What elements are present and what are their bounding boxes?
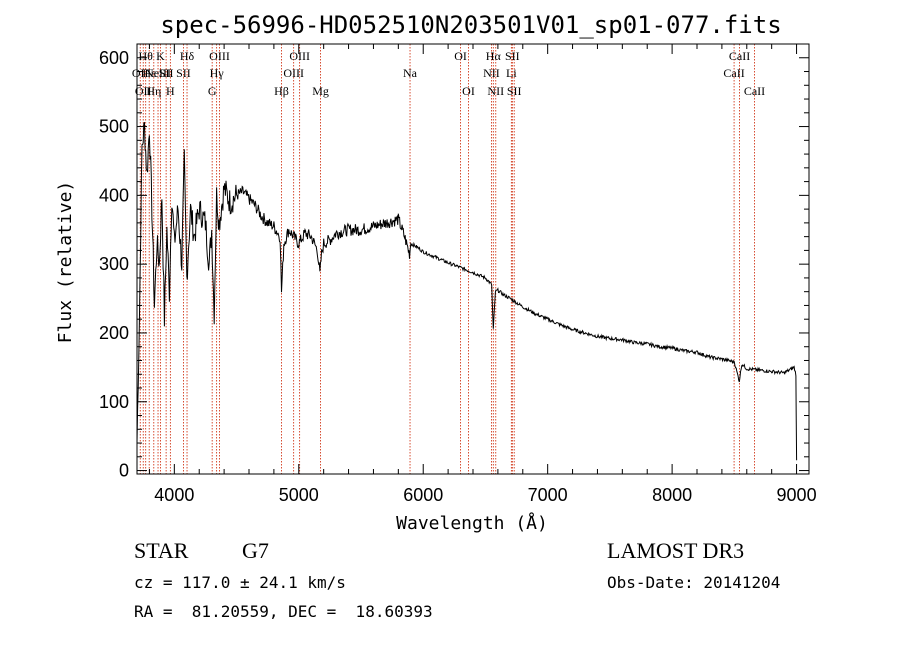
line-label: OI [462,84,475,98]
x-tick-label: 6000 [403,485,443,505]
line-label: SII [505,49,520,63]
line-labels: OIIOIIHθHεHηNeIIIKSIIHSIIHδGHγOIIIHβOIII… [132,49,765,98]
line-label: Hη [146,84,161,98]
object-subclass: G7 [242,538,269,563]
x-tick-label: 9000 [777,485,817,505]
line-label: Na [403,66,418,80]
line-label: OIII [209,49,230,63]
line-label: SII [176,66,191,80]
y-tick-label: 500 [99,117,129,137]
line-label: OIII [283,66,304,80]
axis-ticks [137,44,809,474]
line-label: NeIII [145,66,171,80]
survey-name: LAMOST DR3 [607,538,745,563]
y-tick-label: 300 [99,254,129,274]
cz-value: cz = 117.0 ± 24.1 km/s [134,573,346,592]
axis-tick-labels: 4000 5000 6000 7000 8000 9000 0 100 200 300 400 500… [99,48,817,505]
line-label: CaII [723,66,744,80]
object-class: STAR [134,538,189,563]
line-label: OII [132,66,149,80]
line-label: CaII [744,84,765,98]
line-label: Hθ [139,49,154,63]
plot-frame [136,43,810,475]
x-tick-label: 5000 [279,485,319,505]
y-axis-label: Flux (relative) [55,181,76,344]
obs-date: Obs-Date: 20141204 [607,573,781,592]
y-tick-label: 100 [99,392,129,412]
line-label: OI [454,49,467,63]
y-tick-label: 400 [99,185,129,205]
line-label: SII [159,66,174,80]
line-label: K [156,49,165,63]
line-label: Hδ [180,49,195,63]
line-label: SII [507,84,522,98]
line-label: NII [483,66,500,80]
y-tick-label: 600 [99,48,129,68]
line-label: NII [487,84,504,98]
line-markers [139,44,755,474]
x-tick-label: 7000 [528,485,568,505]
spectrum-line [136,122,798,461]
x-axis-label: Wavelength (Å) [396,512,548,534]
line-label: H [166,84,175,98]
line-label: Li [506,66,517,80]
chart-title: spec-56996-HD052510N203501V01_sp01-077.f… [160,11,781,39]
line-label: Hε [142,66,156,80]
x-tick-label: 8000 [652,485,692,505]
ra-dec: RA = 81.20559, DEC = 18.60393 [134,602,433,621]
line-label: Hγ [210,66,225,80]
line-label: CaII [729,49,750,63]
y-tick-label: 0 [119,461,129,481]
line-label: Mg [312,84,329,98]
line-label: G [208,84,217,98]
line-label: OII [135,84,152,98]
line-label: Hβ [274,84,289,98]
line-label: Hα [486,49,502,63]
y-tick-label: 200 [99,323,129,343]
x-tick-label: 4000 [154,485,194,505]
line-label: OIII [289,49,310,63]
